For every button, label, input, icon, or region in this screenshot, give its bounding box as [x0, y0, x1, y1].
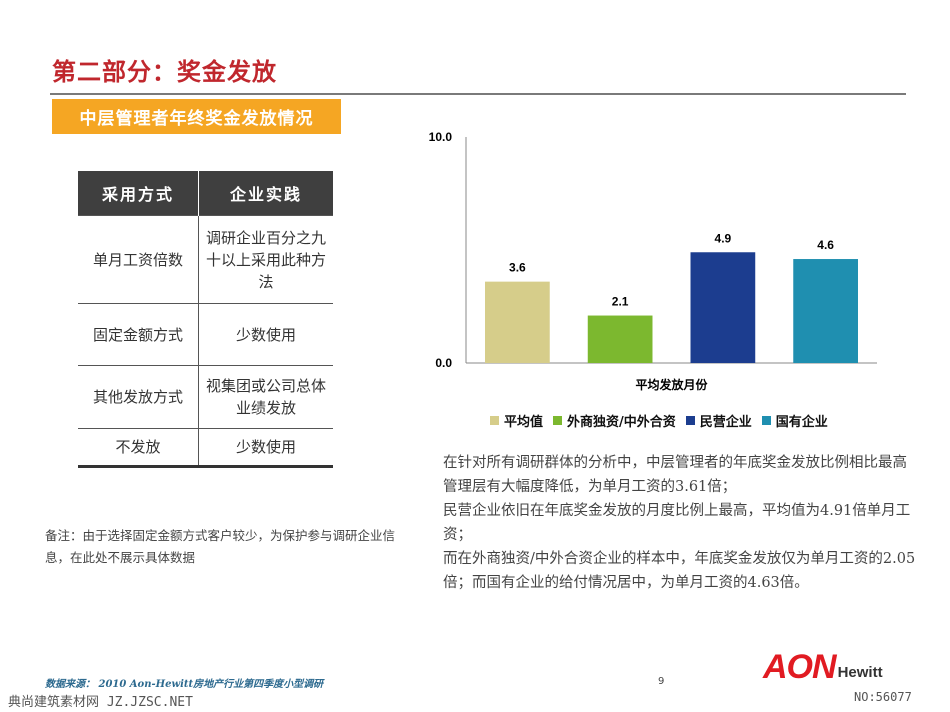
legend-label: 国有企业 — [775, 415, 828, 430]
bar — [485, 281, 550, 363]
legend-swatch — [761, 416, 771, 425]
chart-legend: 平均值 外商独资/中外合资 民营企业 国有企业 — [490, 411, 828, 430]
footnote: 备注：由于选择固定金额方式客户较少，为保护参与调研企业信息，在此处不展示具体数据 — [45, 528, 396, 565]
data-label: 2.1 — [612, 295, 629, 309]
legend-label: 民营企业 — [699, 415, 752, 430]
analysis-paragraph: 而在外商独资/中外合资企业的样本中，年底奖金发放仅为单月工资的2.05倍；而国有… — [443, 551, 916, 591]
x-axis-title: 平均发放月份 — [635, 377, 708, 392]
bar — [793, 259, 858, 363]
column-header-method: 采用方式 — [78, 171, 199, 216]
data-source: 数据来源： 2010 Aon-Hewitt房地产行业第四季度小型调研 — [45, 679, 324, 690]
data-label: 4.6 — [817, 238, 834, 252]
table-cell-method: 不发放 — [78, 428, 199, 468]
data-label: 4.9 — [715, 231, 732, 245]
legend-label: 平均值 — [504, 415, 544, 430]
watermark-text: 典尚建筑素材网 JZ.JZSC.NET — [8, 695, 193, 710]
table-cell-practice: 视集团或公司总体业绩发放 — [198, 365, 333, 429]
legend-swatch — [685, 416, 695, 425]
analysis-paragraph: 在针对所有调研群体的分析中，中层管理者的年底奖金发放比例相比最高管理层有大幅度降… — [443, 455, 907, 495]
legend-swatch — [553, 416, 563, 425]
section-banner: 中层管理者年终奖金发放情况 — [52, 99, 341, 134]
y-tick-label: 0.0 — [435, 356, 452, 370]
table-row: 固定金额方式 少数使用 — [78, 303, 333, 366]
table-cell-practice: 少数使用 — [198, 303, 333, 366]
column-header-practice: 企业实践 — [198, 171, 333, 216]
legend-swatch — [490, 416, 499, 425]
table-header-row: 采用方式 企业实践 — [78, 171, 333, 216]
data-label: 3.6 — [509, 261, 526, 275]
table-row: 不发放 少数使用 — [78, 428, 333, 468]
page-number: 9 — [658, 676, 665, 687]
method-table: 采用方式 企业实践 单月工资倍数 调研企业百分之九十以上采用此种方法 固定金额方… — [78, 171, 333, 468]
analysis-paragraph: 民营企业依旧在年底奖金发放的月度比例上最高，平均值为4.91倍单月工资； — [443, 503, 911, 543]
legend-item: 外商独资/中外合资 — [553, 411, 676, 430]
legend-item: 国有企业 — [761, 411, 828, 430]
table-row: 其他发放方式 视集团或公司总体业绩发放 — [78, 365, 333, 429]
table-cell-practice: 调研企业百分之九十以上采用此种方法 — [198, 215, 333, 304]
table-cell-method: 其他发放方式 — [78, 365, 199, 429]
bar — [690, 252, 756, 363]
logo-hewitt-text: Hewitt — [837, 664, 883, 681]
bar — [587, 315, 653, 363]
watermark-id: NO:56077 — [854, 690, 912, 704]
table-cell-method: 单月工资倍数 — [78, 215, 199, 304]
table-cell-practice: 少数使用 — [198, 428, 333, 468]
legend-label: 外商独资/中外合资 — [567, 415, 676, 430]
legend-item: 平均值 — [490, 411, 543, 430]
analysis-text: 在针对所有调研群体的分析中，中层管理者的年底奖金发放比例相比最高管理层有大幅度降… — [443, 451, 918, 595]
table-cell-method: 固定金额方式 — [78, 303, 199, 366]
slide-title: 第二部分：奖金发放 — [52, 58, 277, 86]
bar-chart: 10.0 0.0 3.6 2.1 4.9 4.6 平均发放月份 — [429, 130, 877, 392]
aon-hewitt-logo: AON Hewitt — [763, 650, 883, 684]
table-row: 单月工资倍数 调研企业百分之九十以上采用此种方法 — [78, 215, 333, 304]
legend-item: 民营企业 — [685, 411, 752, 430]
title-divider — [50, 93, 906, 95]
y-tick-label: 10.0 — [429, 130, 453, 144]
logo-aon-text: AON — [763, 648, 837, 686]
